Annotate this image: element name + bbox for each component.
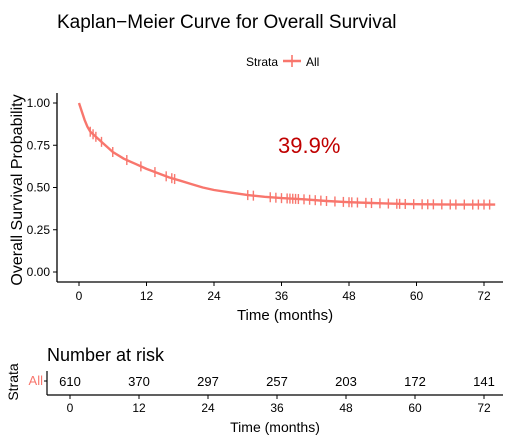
y-tick-label: 1.00 [27,96,51,110]
risk-count: 257 [266,374,288,389]
legend-title: Strata [246,55,278,69]
y-axis-title: Overall Survival Probability [9,94,26,285]
y-tick-label: 0.50 [27,181,51,195]
y-tick-label: 0.75 [27,138,51,152]
risk-x-axis-ticks: 0 12 24 36 48 60 72 [67,395,491,415]
x-axis-title: Time (months) [237,307,333,324]
x-tick-label: 24 [207,289,221,303]
risk-x-axis-title: Time (months) [230,419,320,435]
legend: Strata All [246,55,319,69]
risk-count: 141 [473,374,495,389]
risk-x-tick-label: 24 [201,401,215,415]
censor-marks [89,126,491,210]
risk-x-tick-label: 12 [132,401,146,415]
x-tick-label: 0 [76,289,83,303]
risk-table-title: Number at risk [47,345,165,365]
x-tick-label: 72 [477,289,491,303]
risk-counts: 610 370 297 257 203 172 141 [59,374,495,389]
survival-annotation: 39.9% [278,133,340,158]
risk-count: 370 [128,374,150,389]
risk-count: 297 [197,374,219,389]
y-axis-ticks: 0.00 0.25 0.50 0.75 1.00 [27,96,57,279]
risk-count: 172 [404,374,426,389]
risk-x-tick-label: 72 [477,401,491,415]
x-tick-label: 12 [140,289,154,303]
risk-x-tick-label: 48 [339,401,353,415]
risk-table-y-title: Strata [5,363,21,401]
x-tick-label: 36 [275,289,289,303]
x-tick-label: 48 [342,289,356,303]
chart-title: Kaplan−Meier Curve for Overall Survival [57,12,397,33]
y-tick-label: 0.00 [27,265,51,279]
risk-count: 610 [59,374,81,389]
risk-x-tick-label: 36 [270,401,284,415]
legend-entry-all: All [306,55,319,69]
risk-x-tick-label: 0 [67,401,74,415]
risk-count: 203 [335,374,357,389]
y-tick-label: 0.25 [27,223,51,237]
risk-x-tick-label: 60 [408,401,422,415]
survival-curve-all [77,102,496,206]
x-axis-ticks: 0 12 24 36 48 60 72 [76,282,491,303]
x-tick-label: 60 [410,289,424,303]
risk-strata-label: All [29,373,44,388]
